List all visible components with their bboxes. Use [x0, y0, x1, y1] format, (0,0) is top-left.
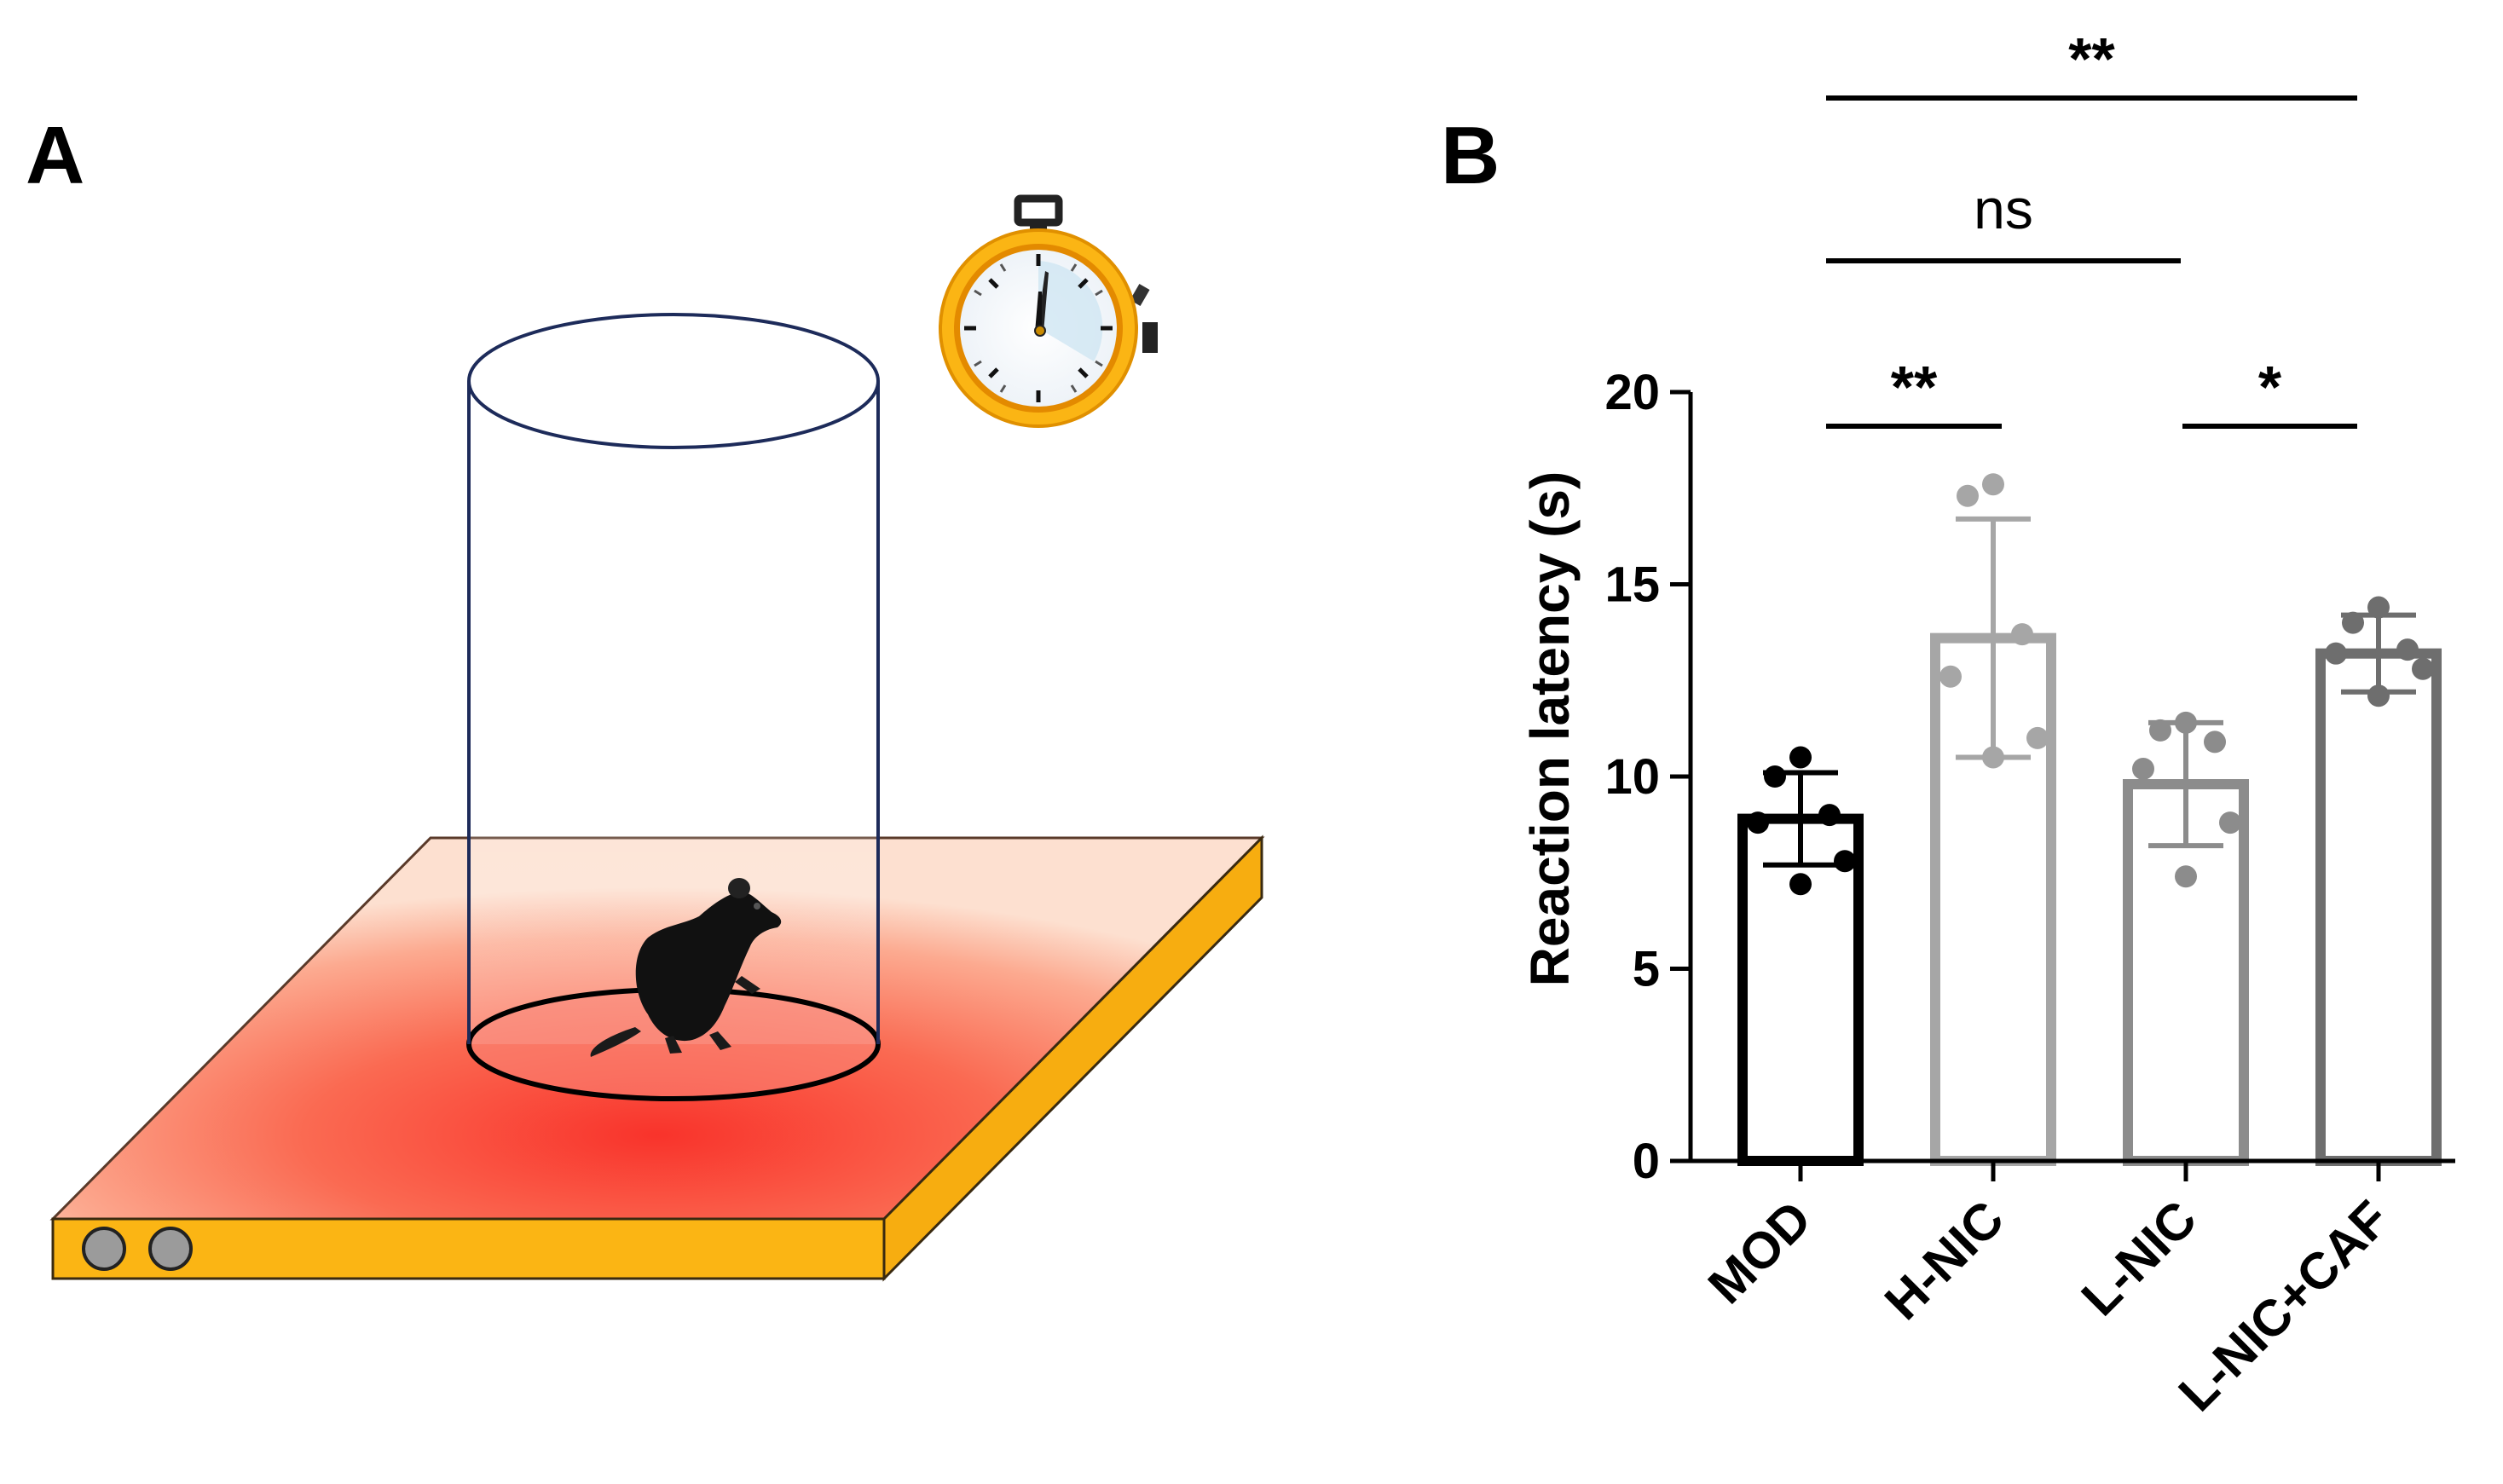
significance-label: * — [2258, 354, 2282, 420]
data-point — [2175, 711, 2197, 734]
y-tick-label: 10 — [1604, 749, 1660, 805]
stopwatch-icon — [939, 194, 1158, 428]
data-point — [2325, 642, 2347, 665]
data-point — [1789, 873, 1812, 896]
x-category-label: L-NIC+CAF — [2168, 1190, 2400, 1422]
y-tick-label: 20 — [1604, 365, 1660, 420]
mouse-icon — [590, 878, 782, 1057]
data-point — [2367, 596, 2390, 619]
y-tick-label: 5 — [1633, 942, 1660, 997]
significance-label: ns — [1974, 177, 2033, 240]
significance-label: ** — [1891, 354, 1938, 420]
data-point — [2175, 865, 2197, 888]
data-point — [1834, 850, 1856, 873]
data-point — [1957, 484, 1979, 507]
y-tick-label: 15 — [1604, 557, 1660, 613]
y-axis-title: Reaction latency (s) — [1519, 471, 1581, 987]
data-point — [2026, 726, 2049, 749]
x-category-label: H-NIC — [1874, 1190, 2015, 1331]
panel-b-label: B — [1441, 110, 1500, 201]
data-point — [2396, 638, 2419, 661]
data-point — [1939, 665, 1962, 688]
data-point — [2367, 684, 2390, 707]
bars — [1737, 473, 2442, 1167]
data-point — [1818, 804, 1841, 827]
data-point — [2342, 611, 2364, 634]
data-point — [1982, 746, 2004, 769]
data-point — [2149, 719, 2171, 742]
significance-brackets: ** *ns** — [1826, 26, 2357, 429]
knob-icon — [148, 1227, 193, 1271]
data-point — [2011, 623, 2033, 646]
data-point — [2412, 657, 2434, 680]
significance-label: ** — [2068, 26, 2115, 92]
y-axis: 0 5 10 15 20 — [1604, 365, 2455, 1189]
data-point — [1764, 765, 1786, 788]
x-category-label: L-NIC — [2071, 1190, 2207, 1326]
data-point — [2132, 757, 2154, 780]
y-tick-label: 0 — [1633, 1134, 1660, 1189]
data-point — [2204, 730, 2226, 754]
knob-icon — [82, 1227, 126, 1271]
data-point — [1747, 811, 1769, 834]
panel-a-label: A — [26, 110, 84, 201]
data-point — [1789, 746, 1812, 769]
x-category-label: MOD — [1697, 1190, 1822, 1314]
data-point — [2219, 811, 2241, 834]
bar — [2315, 648, 2442, 1166]
data-point — [1982, 473, 2004, 496]
